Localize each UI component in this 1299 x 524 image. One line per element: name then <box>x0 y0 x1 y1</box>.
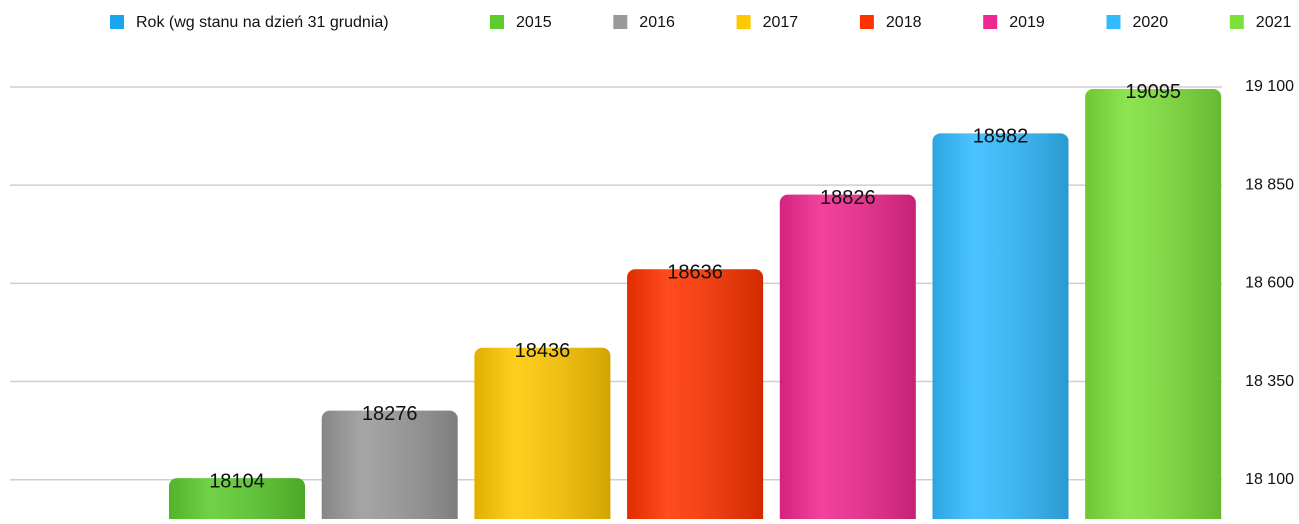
value-label: 18276 <box>362 403 418 425</box>
y-tick-label: 19 100 <box>1245 78 1294 95</box>
legend-swatch <box>859 15 874 29</box>
bar-shade <box>627 269 764 524</box>
legend-swatch <box>110 15 124 29</box>
value-label: 19095 <box>1125 81 1181 103</box>
y-tick-label: 18 850 <box>1245 176 1294 193</box>
legend-label: 2020 <box>1133 14 1169 31</box>
bar-shade <box>779 194 916 524</box>
bar-shade <box>932 133 1069 524</box>
bar-shade <box>169 478 305 524</box>
y-tick-label: 18 350 <box>1245 373 1294 390</box>
value-label: 18826 <box>820 187 876 209</box>
legend-label: 2016 <box>639 14 675 31</box>
legend-label: 2019 <box>1009 14 1045 31</box>
y-tick-label: 18 600 <box>1245 275 1294 292</box>
value-label: 18436 <box>515 340 571 362</box>
bar-shade <box>321 410 458 524</box>
legend-swatch <box>736 15 751 29</box>
legend-swatch <box>1229 15 1244 29</box>
value-label: 18636 <box>667 262 723 284</box>
legend-swatch <box>1106 15 1121 29</box>
legend-label: 2017 <box>763 14 799 31</box>
legend-label: Rok (wg stanu na dzień 31 grudnia) <box>136 14 389 31</box>
legend-swatch <box>490 15 504 29</box>
legend-label: 2018 <box>886 14 922 31</box>
value-label: 18982 <box>973 126 1029 148</box>
legend-swatch <box>983 15 998 29</box>
legend-swatch <box>613 15 628 29</box>
legend-label: 2015 <box>516 14 552 31</box>
value-label: 18104 <box>209 470 265 492</box>
legend-label: 2021 <box>1256 14 1292 31</box>
y-tick-label: 18 100 <box>1245 471 1294 488</box>
bar-shade <box>474 347 611 524</box>
bar-shade <box>1085 88 1222 524</box>
